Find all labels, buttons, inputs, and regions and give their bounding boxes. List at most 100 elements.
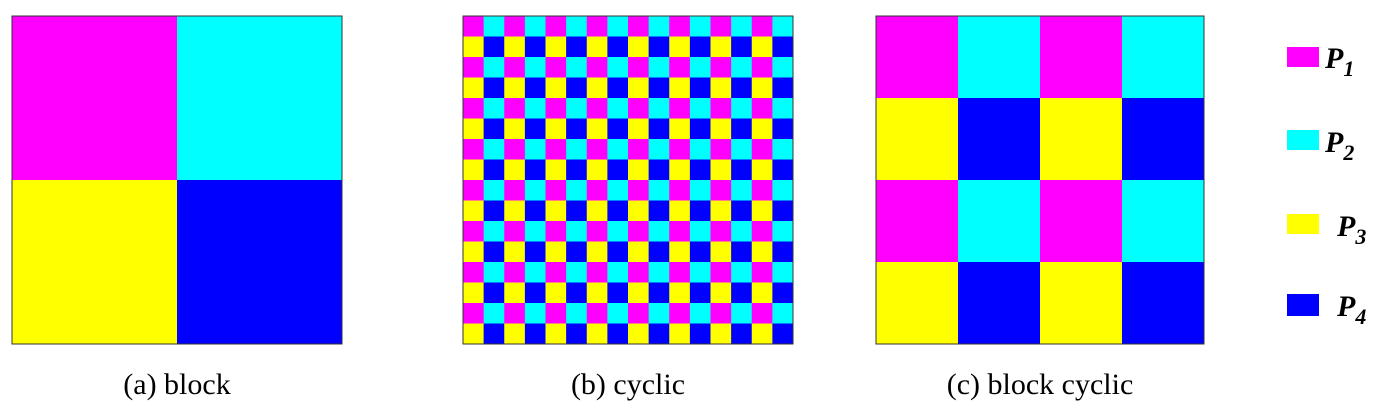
cyclic-cell-p3 [710, 241, 732, 263]
cyclic-cell-p3 [669, 200, 691, 222]
cyclic-cell-p4 [689, 282, 711, 304]
cyclic-cell-p4 [731, 36, 753, 58]
cyclic-cell-p2 [524, 139, 546, 160]
cyclic-cell-p1 [669, 303, 691, 324]
cyclic-cell-p2 [483, 303, 505, 324]
cyclic-cell-p2 [648, 16, 670, 37]
cyclic-cell-p3 [710, 323, 732, 345]
cyclic-cell-p3 [463, 118, 485, 140]
cyclic-cell-p2 [689, 303, 711, 324]
cyclic-cell-p2 [524, 98, 546, 119]
cyclic-cell-p4 [689, 159, 711, 181]
cyclic-cell-p4 [483, 118, 505, 140]
cyclic-cell-p2 [731, 98, 753, 119]
cyclic-cell-p4 [689, 241, 711, 263]
cyclic-cell-p2 [607, 98, 629, 119]
cyclic-cell-p4 [731, 282, 753, 304]
cyclic-cell-p4 [524, 200, 546, 222]
cyclic-cell-p3 [751, 118, 773, 140]
cyclic-cell-p1 [545, 139, 567, 160]
cyclic-cell-p3 [628, 282, 650, 304]
cyclic-cell-p3 [751, 159, 773, 181]
cyclic-cell-p2 [648, 139, 670, 160]
cyclic-cell-p3 [628, 323, 650, 345]
cyclic-cell-p3 [545, 200, 567, 222]
cyclic-cell-p4 [566, 36, 588, 58]
cyclic-cell-p4 [772, 77, 794, 99]
cyclic-cell-p1 [751, 139, 773, 160]
cyclic-cell-p1 [710, 139, 732, 160]
cyclic-cell-p2 [772, 180, 794, 201]
cyclic-cell-p4 [648, 159, 670, 181]
cyclic-cell-p2 [648, 57, 670, 78]
cyclic-cell-p2 [566, 57, 588, 78]
cyclic-cell-p3 [463, 241, 485, 263]
cyclic-cell-p3 [504, 118, 526, 140]
cyclic-cell-p4 [607, 241, 629, 263]
cyclic-cell-p1 [545, 57, 567, 78]
block-cyclic-grid [876, 16, 1205, 345]
cyclic-cell-p3 [504, 77, 526, 99]
legend-swatch-p3 [1287, 214, 1319, 234]
block-cyclic-grid-border [875, 15, 1205, 345]
cyclic-cell-p3 [504, 36, 526, 58]
block-cell-p4 [177, 180, 343, 345]
block-cell-p2 [177, 16, 343, 181]
cyclic-cell-p3 [504, 241, 526, 263]
cyclic-cell-p3 [669, 77, 691, 99]
cyclic-cell-p2 [524, 180, 546, 201]
cyclic-cell-p2 [731, 262, 753, 283]
cyclic-cell-p1 [586, 262, 608, 283]
cyclic-cell-p2 [566, 221, 588, 242]
cyclic-cell-p4 [607, 282, 629, 304]
cyclic-cell-p2 [648, 180, 670, 201]
cyclic-cell-p4 [524, 77, 546, 99]
cyclic-cell-p4 [772, 200, 794, 222]
legend: P1 P2 P3 P4 [1287, 42, 1366, 329]
cyclic-cell-p3 [463, 159, 485, 181]
cyclic-cell-p2 [524, 303, 546, 324]
block-cyclic-cell-p3 [876, 262, 959, 345]
cyclic-cell-p3 [710, 282, 732, 304]
cyclic-cell-p4 [607, 118, 629, 140]
cyclic-cell-p3 [669, 36, 691, 58]
block-cyclic-cell-p3 [1040, 262, 1123, 345]
cyclic-cell-p1 [669, 16, 691, 37]
cyclic-cell-p2 [483, 57, 505, 78]
cyclic-cell-p4 [566, 118, 588, 140]
cyclic-cell-p4 [483, 159, 505, 181]
cyclic-cell-p2 [689, 98, 711, 119]
cyclic-cell-p2 [689, 57, 711, 78]
cyclic-cell-p3 [669, 282, 691, 304]
cyclic-cell-p1 [545, 262, 567, 283]
cyclic-cell-p3 [463, 36, 485, 58]
block-cyclic-cell-p2 [1122, 180, 1205, 263]
cyclic-cell-p4 [566, 159, 588, 181]
cyclic-cell-p2 [524, 262, 546, 283]
block-cell-p3 [12, 180, 178, 345]
legend-label-p1: P1 [1324, 42, 1354, 81]
cyclic-cell-p1 [669, 57, 691, 78]
cyclic-cell-p1 [669, 221, 691, 242]
cyclic-cell-p1 [710, 262, 732, 283]
cyclic-cell-p3 [545, 323, 567, 345]
cyclic-cell-p4 [524, 118, 546, 140]
cyclic-cell-p4 [772, 323, 794, 345]
cyclic-cell-p3 [628, 159, 650, 181]
panel-block: (a) block [11, 15, 343, 401]
cyclic-cell-p2 [566, 262, 588, 283]
cyclic-cell-p2 [772, 303, 794, 324]
cyclic-cell-p1 [545, 98, 567, 119]
cyclic-cell-p2 [772, 16, 794, 37]
cyclic-cell-p4 [648, 282, 670, 304]
cyclic-cell-p2 [731, 16, 753, 37]
caption-block-cyclic: (c) block cyclic [947, 368, 1134, 401]
cyclic-cell-p4 [648, 200, 670, 222]
cyclic-cell-p1 [545, 180, 567, 201]
cyclic-cell-p3 [669, 159, 691, 181]
cyclic-cell-p1 [463, 16, 485, 37]
block-cyclic-cell-p4 [958, 262, 1041, 345]
cyclic-cell-p2 [483, 221, 505, 242]
cyclic-cell-p4 [566, 323, 588, 345]
cyclic-cell-p4 [772, 36, 794, 58]
